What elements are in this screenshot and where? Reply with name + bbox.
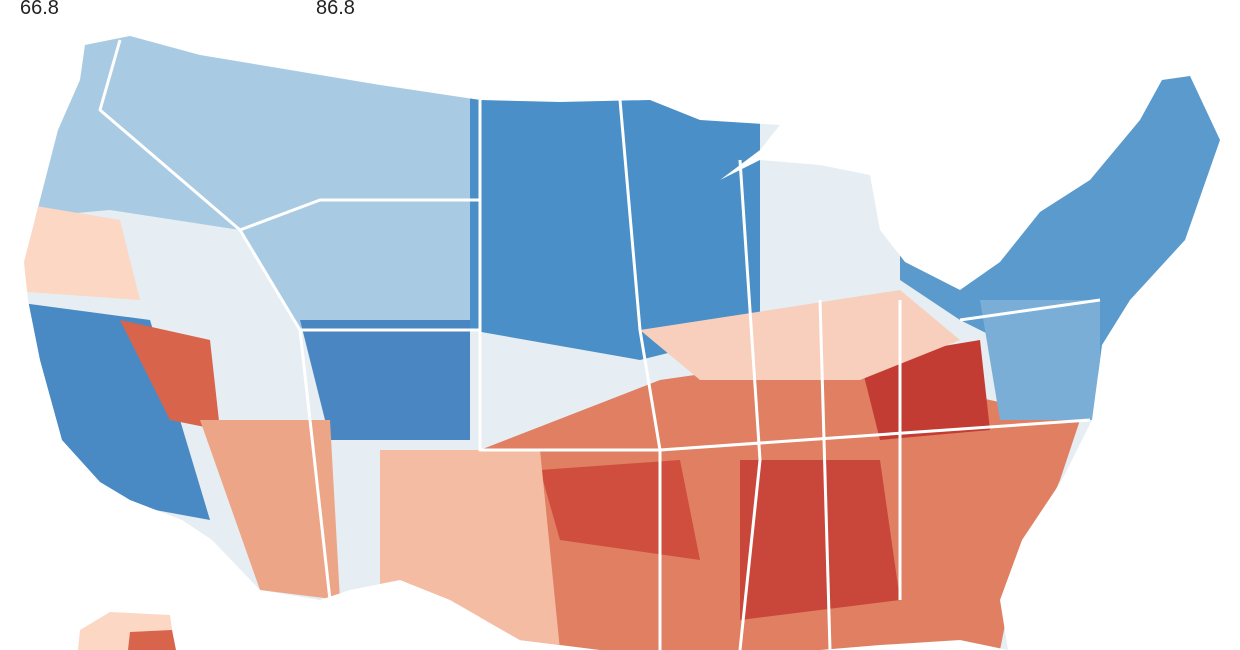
state-borders: [98, 39, 1101, 650]
legend-label: 66.8: [20, 0, 59, 19]
inset-region: [128, 630, 176, 650]
legend-label: 86.8: [316, 0, 355, 19]
